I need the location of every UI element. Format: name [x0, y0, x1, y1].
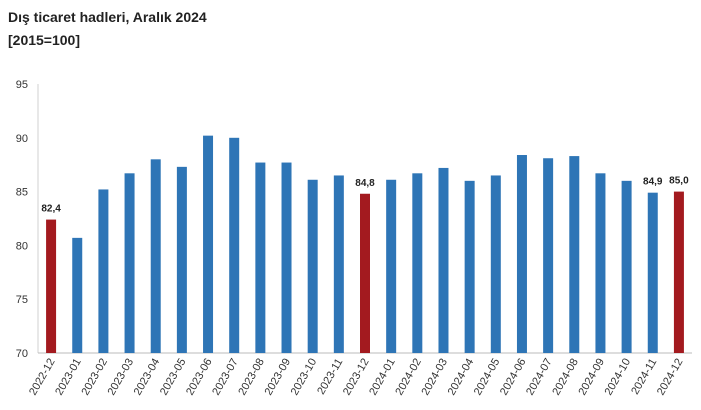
value-label: 84,8: [355, 178, 375, 189]
y-tick-label: 80: [16, 240, 28, 252]
bar: [438, 167, 449, 353]
bar: [229, 137, 240, 353]
bar: [72, 237, 83, 353]
chart-subtitle: [2015=100]: [8, 32, 80, 48]
y-tick-label: 75: [16, 294, 28, 306]
bar: [255, 162, 266, 353]
bar: [464, 180, 475, 353]
bar: [412, 173, 423, 353]
bar: [543, 158, 554, 353]
bar: [176, 166, 187, 353]
bar: [333, 175, 344, 353]
value-label: 82,4: [41, 204, 61, 215]
bar: [595, 173, 606, 353]
bar: [647, 192, 658, 353]
bar: [124, 173, 135, 353]
y-tick-label: 95: [16, 79, 28, 91]
y-tick-label: 90: [16, 133, 28, 145]
bar: [150, 159, 161, 353]
bar: [281, 162, 292, 353]
chart-title: Dış ticaret hadleri, Aralık 2024: [8, 9, 207, 25]
bar: [386, 179, 397, 353]
y-tick-label: 70: [16, 348, 28, 360]
x-tick-label: 2024-12: [655, 357, 686, 398]
value-label: 85,0: [669, 176, 689, 187]
bar: [490, 175, 501, 353]
bar: [569, 156, 580, 353]
bar: [98, 189, 109, 353]
bar: [307, 179, 318, 353]
bar: [516, 155, 527, 353]
bar: [621, 180, 632, 353]
bar: [673, 191, 684, 353]
bar: [46, 219, 57, 353]
y-tick-label: 85: [16, 187, 28, 199]
value-label: 84,9: [643, 177, 663, 188]
bar: [203, 135, 214, 353]
bar: [360, 193, 370, 353]
